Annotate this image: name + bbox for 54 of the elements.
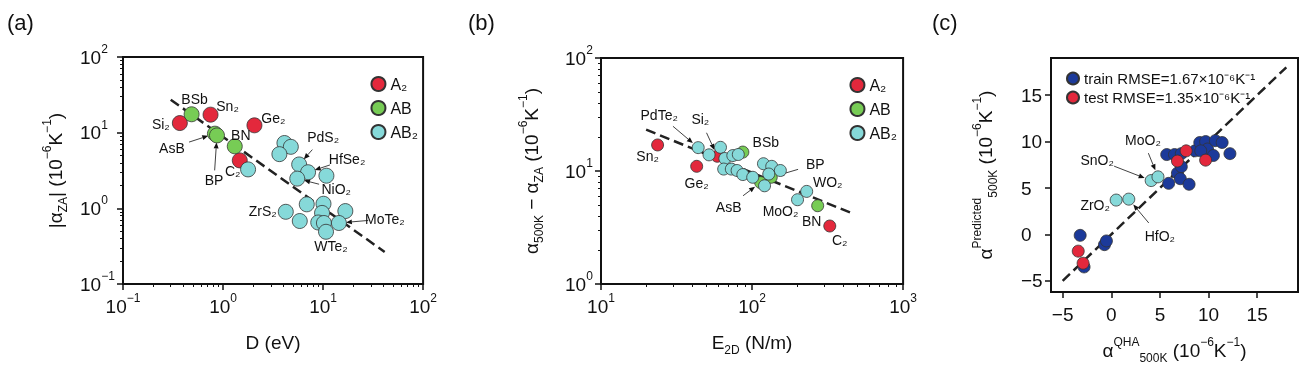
annotation: Ge₂ — [684, 175, 709, 192]
annotation: MoO₂ — [1125, 131, 1161, 148]
annotation: Sn₂ — [216, 97, 239, 114]
y-axis-title: αPredicted500K (10−6K−1) — [970, 90, 1000, 260]
legend-label: AB — [869, 100, 891, 118]
annotation: BN — [231, 127, 251, 144]
annotation: Si₂ — [151, 116, 170, 133]
legend-label: AB — [390, 99, 412, 117]
annotation: BSb — [181, 91, 209, 108]
x-tick-label: −5 — [1051, 303, 1074, 325]
annotation: PdS₂ — [307, 129, 340, 146]
y-tick-label: 10 — [1021, 131, 1043, 153]
x-tick-label: 10 — [1197, 303, 1220, 325]
chart-title: (b) — [468, 9, 495, 35]
annotation: C₂ — [832, 232, 848, 249]
annotation: NiO₂ — [321, 180, 352, 197]
annotation: MoTe₂ — [365, 211, 405, 227]
y-tick-label: 5 — [1021, 177, 1032, 199]
annotation: Sn₂ — [636, 147, 659, 164]
annotation: BP — [204, 172, 224, 189]
x-tick-label: 0 — [1106, 303, 1117, 325]
annotation: Ge₂ — [261, 110, 286, 127]
annotation: Si₂ — [691, 111, 710, 128]
legend-label: A₂ — [869, 76, 887, 94]
annotation: AsB — [715, 198, 742, 215]
annotation: MoO₂ — [762, 202, 799, 219]
legend-label: test RMSE=1.35×10⁻⁶K⁻¹ — [1084, 89, 1251, 106]
x-tick-label: 15 — [1246, 303, 1268, 325]
annotation: C₂ — [225, 163, 241, 180]
annotation: BSb — [752, 134, 780, 151]
annotation: ZrS₂ — [248, 202, 277, 219]
annotation: WTe₂ — [314, 237, 348, 254]
annotation: HfO₂ — [1144, 228, 1175, 245]
legend-label: train RMSE=1.67×10⁻⁶K⁻¹ — [1084, 70, 1256, 87]
annotation: HfSe₂ — [328, 151, 366, 168]
x-tick-label: 5 — [1154, 303, 1166, 325]
annotation: WO₂ — [812, 174, 843, 191]
y-tick-label: 15 — [1021, 84, 1043, 106]
chart-title: (c) — [932, 9, 958, 35]
annotation: BP — [805, 156, 825, 173]
legend-label: AB₂ — [390, 123, 419, 141]
legend-label: AB₂ — [869, 124, 898, 142]
chart-title: (a) — [7, 9, 34, 35]
x-axis-title: D (eV) — [245, 331, 301, 353]
y-tick-label: 0 — [1021, 223, 1032, 245]
legend-label: A₂ — [390, 75, 408, 93]
y-axis-title: |αZA| (10−6K−1) — [40, 112, 71, 229]
annotation: BN — [801, 212, 822, 229]
annotation: ZrO₂ — [1080, 197, 1110, 214]
annotation: PdTe₂ — [640, 106, 678, 123]
annotation: AsB — [159, 139, 185, 156]
text: α500K − αZA (10−6K−1) — [516, 87, 546, 255]
annotation: SnO₂ — [1080, 151, 1114, 168]
y-tick-label: −5 — [1021, 270, 1043, 292]
